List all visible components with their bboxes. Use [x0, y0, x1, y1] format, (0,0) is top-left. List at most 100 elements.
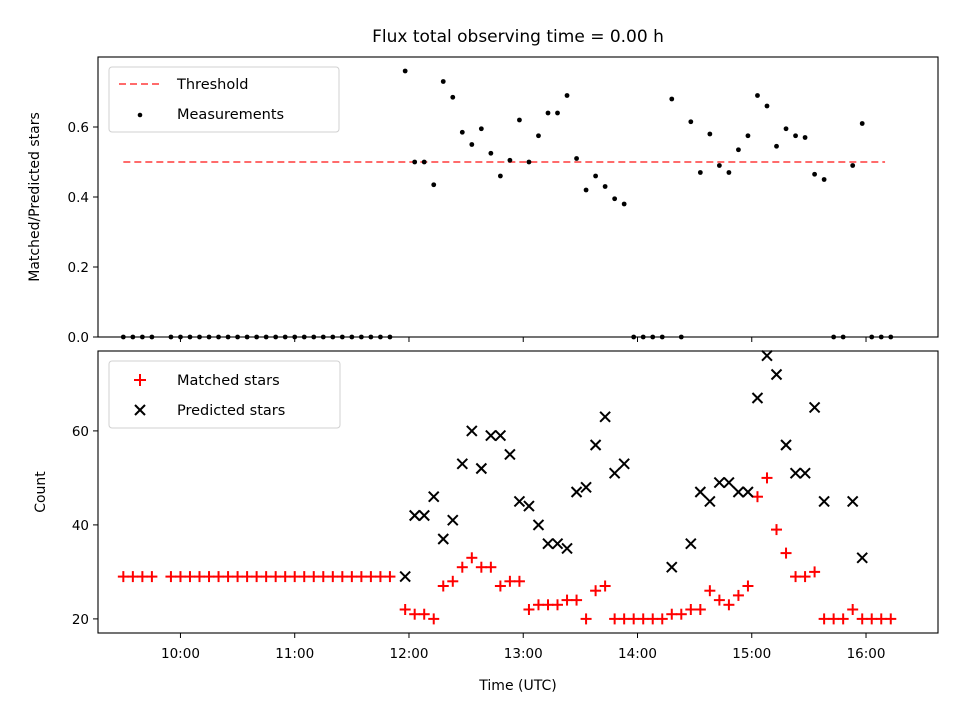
matched-point-0: [117, 571, 129, 583]
measurement-point-65: [755, 93, 760, 98]
top-legend: Threshold Measurements: [108, 66, 340, 133]
matched-point-53: [637, 613, 649, 625]
measurement-point-51: [621, 201, 627, 207]
top-y-tick-label-0: 0.0: [68, 330, 89, 346]
matched-point-71: [809, 566, 821, 578]
measurement-point-62: [726, 170, 732, 175]
measurements-legend-swatch: [137, 112, 143, 118]
predicted-point-38: [808, 401, 821, 414]
matched-point-50: [609, 613, 621, 625]
measurement-point-75: [850, 163, 856, 168]
predicted-point-17: [561, 542, 573, 555]
bottom-y-axis-label: Count: [33, 471, 49, 513]
top-chart-title: Flux total observing time = 0.00 h: [372, 27, 664, 47]
predicted-point-33: [761, 349, 773, 362]
matched-point-77: [866, 613, 878, 625]
predicted-point-20: [589, 439, 602, 451]
x-tick-label-2: 12:00: [390, 646, 429, 662]
matched-point-5: [174, 571, 186, 583]
top-plot-area: 0.0 0.2 0.4 0.6: [68, 68, 894, 346]
measurement-point-45: [564, 93, 570, 98]
predicted-point-2: [418, 509, 430, 522]
matched-point-54: [647, 613, 659, 625]
matched-point-69: [790, 571, 802, 583]
matched-point-15: [270, 571, 282, 583]
predicted-point-28: [713, 476, 726, 489]
measurement-point-68: [783, 126, 789, 132]
predicted-point-23: [618, 458, 630, 470]
matched-point-12: [241, 571, 253, 583]
matched-point-63: [732, 589, 744, 601]
matched-point-67: [771, 524, 783, 536]
matched-point-9: [213, 571, 225, 583]
measurement-point-33: [450, 94, 456, 100]
predicted-point-8: [475, 462, 488, 475]
measurement-point-46: [574, 156, 579, 161]
measurement-point-29: [412, 159, 418, 165]
matched-point-16: [279, 571, 291, 583]
predicted-point-41: [856, 552, 868, 564]
measurement-point-30: [421, 159, 427, 165]
measurement-point-32: [440, 79, 446, 84]
predicted-point-27: [704, 495, 716, 508]
predicted-point-31: [742, 486, 754, 498]
matched-point-18: [298, 571, 310, 583]
matched-point-13: [251, 571, 263, 583]
matched-point-73: [828, 613, 840, 625]
top-y-tick-label-1: 0.2: [68, 260, 89, 276]
matched-point-39: [504, 575, 516, 587]
bottom-legend-box: [108, 360, 341, 429]
predicted-point-10: [494, 429, 507, 442]
matched-point-56: [666, 608, 678, 620]
matched-point-68: [780, 547, 792, 559]
measurement-point-34: [459, 129, 465, 135]
legend-measurements-label: Measurements: [177, 107, 284, 123]
predicted-point-12: [513, 495, 526, 508]
matched-point-57: [675, 608, 687, 620]
predicted-point-3: [428, 490, 440, 503]
measurement-point-42: [536, 133, 541, 139]
measurement-point-63: [736, 147, 741, 153]
predicted-point-26: [694, 486, 707, 498]
bottom-legend: Matched stars Predicted stars: [108, 360, 341, 429]
measurement-point-50: [612, 196, 618, 202]
predicted-point-34: [770, 368, 783, 381]
matched-point-48: [590, 585, 602, 597]
top-y-tick-label-2: 0.4: [68, 190, 89, 206]
matched-point-17: [289, 571, 301, 583]
predicted-point-14: [532, 519, 545, 531]
predicted-point-21: [599, 411, 611, 423]
matched-point-46: [571, 594, 583, 606]
predicted-point-9: [485, 429, 497, 442]
x-axis-label: Time (UTC): [478, 678, 556, 694]
top-axes-frame: [97, 56, 939, 338]
x-tick-label-5: 15:00: [732, 646, 771, 662]
predicted-point-19: [580, 481, 592, 494]
measurement-point-44: [555, 110, 560, 116]
matched-point-61: [713, 594, 725, 606]
matched-point-78: [875, 613, 887, 625]
matched-point-35: [466, 552, 478, 564]
matched-point-32: [437, 580, 449, 592]
matched-point-10: [222, 571, 234, 583]
measurement-point-58: [688, 119, 694, 125]
measurement-point-43: [545, 110, 551, 116]
matched-point-45: [561, 594, 573, 606]
measurement-point-37: [488, 150, 494, 156]
predicted-point-37: [799, 467, 811, 479]
bottom-axes-frame: [97, 350, 939, 634]
measurement-point-38: [497, 173, 503, 179]
predicted-point-36: [789, 467, 802, 479]
measurement-point-59: [697, 170, 703, 175]
predicted-point-24: [666, 561, 678, 573]
matched-point-8: [203, 571, 215, 583]
measurement-point-36: [478, 126, 484, 132]
matched-point-7: [194, 571, 206, 583]
matched-point-52: [628, 613, 640, 625]
bottom-y-tick-label-2: 60: [72, 424, 89, 440]
x-tick-label-6: 16:00: [847, 646, 886, 662]
top-y-axis-label: Matched/Predicted stars: [27, 112, 43, 282]
predicted-point-22: [608, 467, 621, 479]
bottom-plot-area: 20 40 60 10:00 11:00 12:00 13:00 14:00 15:00 16:0…: [72, 349, 897, 662]
